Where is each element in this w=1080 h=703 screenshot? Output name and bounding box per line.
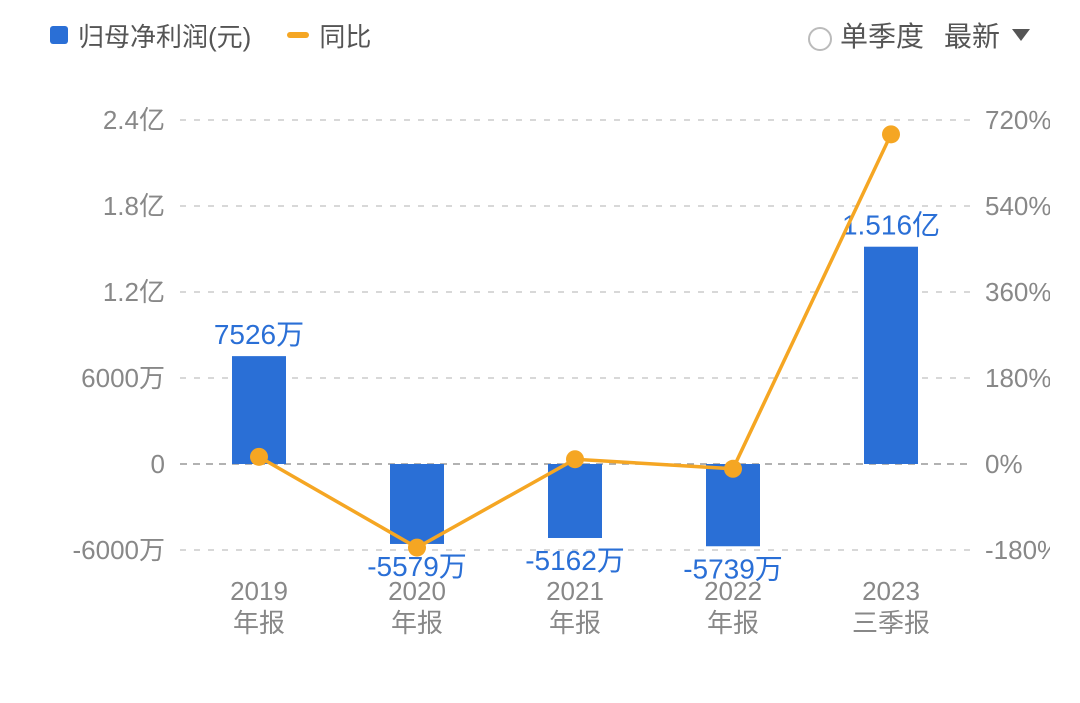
chart-container: 归母净利润(元) 同比 单季度 最新 2.4亿 1.8亿 1.2亿 6000万 0 -60… <box>0 0 1080 703</box>
quarterly-toggle[interactable]: 单季度 <box>808 15 924 55</box>
y-left-tick: 6000万 <box>81 363 165 393</box>
x-tick-line1: 2022 <box>704 576 762 606</box>
y-left-tick: 1.2亿 <box>103 277 165 307</box>
x-tick-line2: 年报 <box>549 608 601 638</box>
dropdown-label: 最新 <box>944 15 1000 55</box>
chart-svg: 2.4亿 1.8亿 1.2亿 6000万 0 -6000万 720% 540% 360% 180%… <box>30 60 1050 680</box>
y-left-tick: -6000万 <box>73 535 166 565</box>
bar <box>548 464 602 538</box>
legend-line: 同比 <box>287 17 371 54</box>
period-dropdown[interactable]: 最新 <box>944 15 1030 55</box>
bar <box>232 356 286 464</box>
x-tick-line1: 2023 <box>862 576 920 606</box>
bar-value-label: -5162万 <box>525 545 625 576</box>
bar-value-label: 1.516亿 <box>842 210 940 241</box>
bar <box>390 464 444 544</box>
bar-value-label: 7526万 <box>214 319 304 350</box>
y-left-tick: 2.4亿 <box>103 105 165 135</box>
x-tick-line2: 年报 <box>707 608 759 638</box>
line-dot <box>882 125 900 143</box>
controls: 单季度 最新 <box>808 15 1030 55</box>
y-right-tick: 360% <box>985 277 1050 307</box>
y-left-tick: 0 <box>151 449 165 479</box>
y-left-tick: 1.8亿 <box>103 191 165 221</box>
legend-line-swatch <box>287 32 309 38</box>
y-right-tick: 0% <box>985 449 1023 479</box>
x-tick-line2: 年报 <box>233 608 285 638</box>
legend: 归母净利润(元) 同比 <box>50 17 371 54</box>
legend-bar-label: 归母净利润(元) <box>78 17 251 54</box>
y-right-tick: -180% <box>985 535 1050 565</box>
legend-bar: 归母净利润(元) <box>50 17 251 54</box>
x-tick-line1: 2019 <box>230 576 288 606</box>
legend-bar-swatch <box>50 26 68 44</box>
y-right-tick: 180% <box>985 363 1050 393</box>
x-tick-line2: 三季报 <box>852 608 930 638</box>
y-right-tick: 720% <box>985 105 1050 135</box>
quarterly-label: 单季度 <box>840 21 924 52</box>
x-tick-line2: 年报 <box>391 608 443 638</box>
x-tick-line1: 2021 <box>546 576 604 606</box>
x-tick-line1: 2020 <box>388 576 446 606</box>
chart-header: 归母净利润(元) 同比 单季度 最新 <box>30 10 1050 60</box>
line-dot <box>408 539 426 557</box>
bar <box>864 247 918 464</box>
line-dot <box>566 450 584 468</box>
combo-chart: 2.4亿 1.8亿 1.2亿 6000万 0 -6000万 720% 540% 360% 180%… <box>30 60 1050 680</box>
y-right-tick: 540% <box>985 191 1050 221</box>
line-dot <box>250 448 268 466</box>
legend-line-label: 同比 <box>319 17 371 54</box>
radio-icon <box>808 27 832 51</box>
line-dot <box>724 460 742 478</box>
chevron-down-icon <box>1012 29 1030 41</box>
